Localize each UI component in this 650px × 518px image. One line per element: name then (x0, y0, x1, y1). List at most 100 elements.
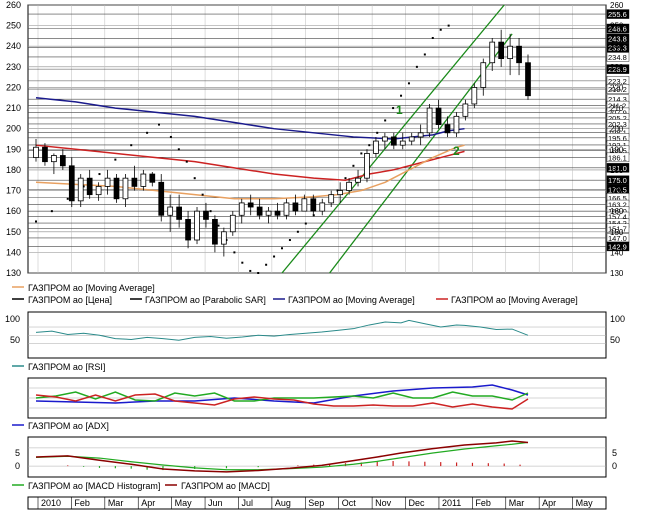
candle-body (122, 177, 129, 200)
candle-body (319, 202, 326, 212)
price-tick-label: 230 (6, 62, 21, 72)
price-right-tick: 220 (610, 83, 624, 92)
sar-dot (288, 239, 291, 242)
candle-body (507, 45, 513, 60)
sar-dot (193, 177, 196, 180)
price-right-tick: 240 (610, 42, 624, 51)
legend-ma-blue: ГАЗПРОМ ао [Moving Average] (288, 295, 415, 305)
price-level-box (606, 33, 630, 44)
candle-body (68, 165, 75, 202)
price-right-tick: 210 (610, 104, 624, 113)
sar-dot (352, 164, 355, 167)
price-tick-label: 210 (6, 103, 21, 113)
x-axis-label: Mar (108, 498, 124, 508)
price-right-tick: 160 (610, 207, 624, 216)
sar-dot (50, 210, 53, 213)
sar-dot (158, 123, 160, 126)
sar-dot (273, 255, 276, 258)
price-level-label: 166.5 (608, 194, 627, 203)
price-tick-label: 160 (6, 206, 21, 216)
price-level-box (606, 23, 630, 34)
price-level-box (606, 152, 630, 163)
x-axis-label: Mar (509, 498, 525, 508)
sar-dot (217, 224, 220, 227)
macd-right-tick-5: 5 (612, 448, 617, 458)
sar-dot (146, 131, 149, 134)
price-legend: ГАЗПРОМ ао [Moving Average] ГАЗПРОМ ао [… (12, 283, 578, 305)
adx-line (35, 384, 529, 404)
price-right-tick: 180 (610, 166, 624, 175)
legend-adx: ГАЗПРОМ ао [ADX] (28, 421, 109, 431)
sar-dot (114, 158, 117, 161)
legend-price: ГАЗПРОМ ао [Цена] (28, 295, 112, 305)
price-level-label: 255.6 (608, 10, 627, 19)
adx-panel: ГАЗПРОМ ао [ADX] (12, 377, 607, 431)
sar-dot (82, 185, 85, 188)
price-level-box (606, 84, 630, 94)
sar-dot (392, 107, 395, 110)
candle-body (238, 202, 245, 216)
price-right-tick: 190 (610, 145, 624, 154)
candle-body (382, 136, 388, 142)
price-level-label: 239.3 (608, 44, 627, 53)
legend-macd: ГАЗПРОМ ао [MACD] (181, 481, 270, 491)
x-axis-label: 2010 (41, 498, 61, 508)
candle-body (471, 87, 478, 105)
candle-body (131, 177, 138, 187)
sar-dot (185, 160, 188, 163)
x-axis-label: Apr (542, 498, 556, 508)
x-axis-label: Aug (275, 498, 291, 508)
price-level-label: 157.4 (608, 213, 627, 222)
price-level-label: 207.9 (608, 108, 627, 117)
x-axis-label: May (175, 498, 193, 508)
candle-body (220, 231, 227, 245)
macd-left-tick-0: 0 (15, 461, 20, 471)
price-level-box (606, 64, 630, 74)
rsi-panel: 100 50 100 50 ГАЗПРОМ ао [RSI] (5, 311, 625, 372)
candle-body (104, 177, 111, 187)
candle-body (426, 107, 433, 134)
sar-dot (98, 173, 101, 176)
sar-dot (257, 272, 260, 274)
price-level-box (606, 241, 630, 252)
candle-body (274, 210, 281, 216)
macd-right-tick-0: 0 (612, 461, 617, 471)
candle-body (158, 181, 165, 216)
price-level-label: 195.6 (608, 134, 627, 143)
sar-dot (360, 152, 363, 155)
price-right-tick: 170 (610, 187, 624, 196)
x-axis-label: Dec (409, 498, 426, 508)
price-level-label: 160.0 (608, 207, 627, 216)
sar-dot (400, 94, 403, 97)
macd-line (35, 440, 529, 473)
sar-dot (407, 82, 410, 85)
price-level-box (606, 163, 630, 173)
price-right-tick: 140 (610, 248, 624, 257)
channel-label-2: 2 (453, 144, 460, 158)
price-tick-label: 180 (6, 165, 21, 175)
price-tick-label: 140 (6, 247, 21, 257)
candle-body (310, 198, 317, 212)
sar-dot (368, 144, 371, 147)
price-right-tick: 150 (610, 228, 624, 237)
price-level-label: 147.0 (608, 234, 627, 243)
candle-body (59, 155, 66, 167)
candle-body (525, 62, 531, 97)
sar-dot (130, 144, 133, 147)
candle-body (140, 173, 147, 187)
rsi-right-tick-50: 50 (610, 335, 620, 345)
legend-rsi: ГАЗПРОМ ао [RSI] (28, 362, 105, 372)
candle-body (498, 41, 505, 60)
candle-body (346, 181, 352, 191)
sar-dot (169, 135, 172, 138)
di-plus-line (35, 391, 529, 402)
candle-body (95, 186, 102, 196)
candle-body (77, 177, 84, 202)
price-level-label: 205.2 (608, 114, 627, 123)
candle-body (453, 115, 460, 134)
sar-dot (439, 28, 442, 31)
candle-body (203, 210, 209, 220)
price-level-box (606, 223, 630, 233)
